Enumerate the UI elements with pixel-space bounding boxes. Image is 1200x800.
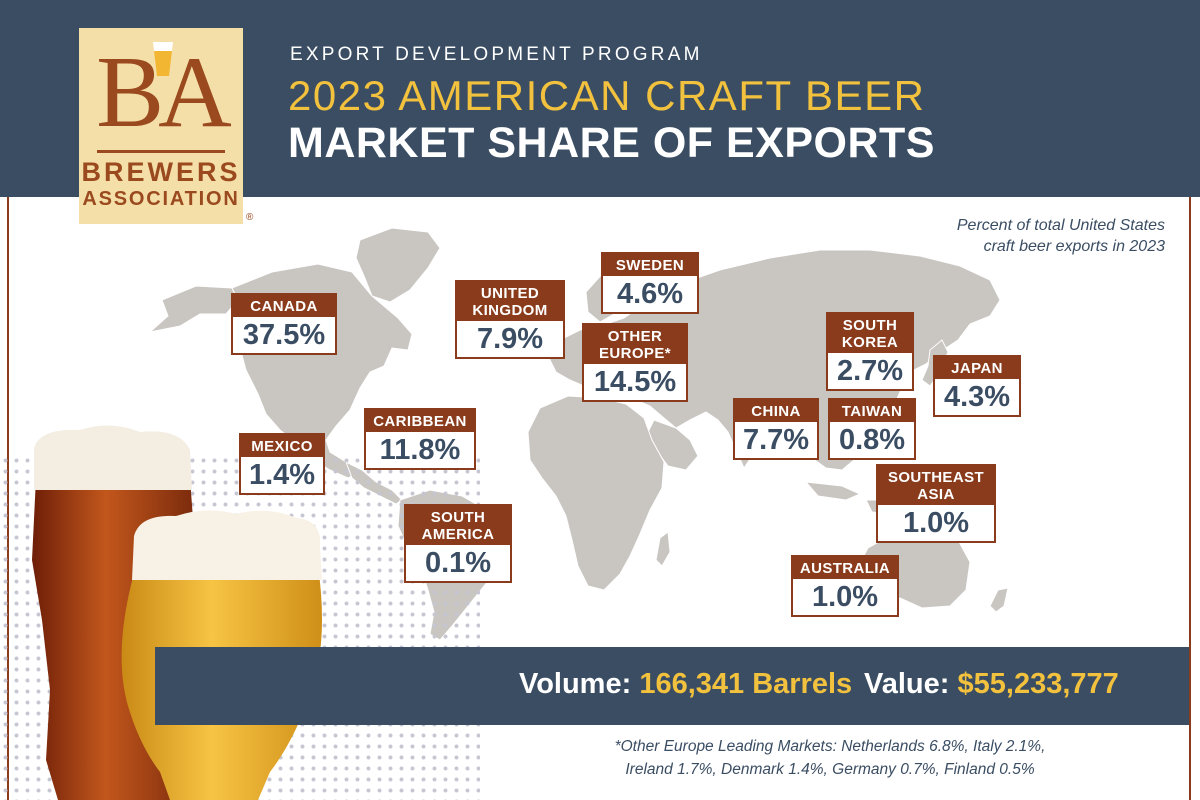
market-name: SOUTHEAST	[887, 469, 985, 486]
map-caption: Percent of total United States craft bee…	[865, 215, 1165, 257]
map-caption-line-1: Percent of total United States	[956, 217, 1165, 234]
value-amount: $55,233,777	[957, 668, 1119, 700]
market-share-value: 4.6%	[616, 278, 684, 310]
market-name: KOREA	[841, 334, 899, 351]
market-label: TAIWAN 0.8%	[828, 398, 916, 460]
stats-bar	[155, 647, 1189, 725]
beer-glass-icon	[153, 42, 173, 76]
madagascar-shape	[655, 531, 671, 567]
logo-word-brewers: BREWERS	[81, 157, 241, 187]
market-name: CHINA	[751, 403, 801, 420]
footnote-line-1: *Other Europe Leading Markets: Netherlan…	[614, 738, 1046, 755]
program-kicker: EXPORT DEVELOPMENT PROGRAM	[290, 44, 703, 65]
market-name: AMERICA	[421, 526, 495, 543]
market-share-value: 14.5%	[593, 366, 677, 398]
new-zealand-shape	[989, 587, 1009, 613]
market-name: CARIBBEAN	[373, 413, 467, 430]
logo-divider	[97, 150, 225, 153]
greenland-shape	[355, 227, 441, 303]
volume-label: Volume:	[519, 668, 632, 700]
market-name: OTHER	[607, 328, 663, 345]
market-label: SOUTHEAST ASIA 1.0%	[876, 464, 996, 543]
map-caption-line-2: craft beer exports in 2023	[983, 238, 1165, 255]
market-label: MEXICO 1.4%	[239, 433, 325, 495]
market-share-value: 1.0%	[811, 581, 879, 613]
market-label: UNITED KINGDOM 7.9%	[455, 280, 565, 359]
market-name: ASIA	[917, 486, 955, 503]
market-share-value: 7.7%	[742, 424, 810, 456]
market-name: SOUTH	[430, 509, 486, 526]
market-share-value: 7.9%	[476, 323, 544, 355]
alaska-shape	[148, 285, 239, 333]
footnote-line-2: Ireland 1.7%, Denmark 1.4%, Germany 0.7%…	[625, 761, 1035, 778]
volume-stat: Volume: 166,341 Barrels	[519, 668, 852, 701]
market-share-value: 0.1%	[424, 547, 492, 579]
africa-shape	[527, 395, 665, 591]
frame-right-rule	[1189, 197, 1191, 800]
market-share-value: 1.4%	[248, 459, 316, 491]
market-name: EUROPE*	[599, 345, 671, 362]
brewers-association-logo: BA BREWERS ASSOCIATION	[79, 28, 243, 224]
infographic-subtitle: MARKET SHARE OF EXPORTS	[288, 119, 935, 167]
market-label: OTHER EUROPE* 14.5%	[582, 323, 688, 402]
market-share-value: 4.3%	[943, 381, 1011, 413]
market-share-value: 11.8%	[379, 434, 461, 466]
market-name: CANADA	[250, 298, 318, 315]
market-share-value: 0.8%	[838, 424, 906, 456]
value-label: Value:	[864, 668, 950, 700]
value-stat: Value: $55,233,777	[864, 668, 1119, 701]
market-name: JAPAN	[951, 360, 1003, 377]
market-name: UNITED	[480, 285, 540, 302]
market-share-value: 1.0%	[902, 507, 970, 539]
market-label: CANADA 37.5%	[231, 293, 337, 355]
market-name: SWEDEN	[615, 257, 685, 274]
infographic-title: 2023 AMERICAN CRAFT BEER	[288, 72, 926, 119]
logo-word-association: ASSOCIATION	[82, 188, 240, 210]
market-label: CARIBBEAN 11.8%	[364, 408, 476, 470]
market-name: SOUTH	[842, 317, 898, 334]
market-name: AUSTRALIA	[799, 560, 891, 577]
volume-value: 166,341 Barrels	[639, 668, 853, 700]
market-share-value: 37.5%	[242, 319, 326, 351]
market-label: CHINA 7.7%	[733, 398, 819, 460]
market-label: SWEDEN 4.6%	[601, 252, 699, 314]
market-name: TAIWAN	[841, 403, 903, 420]
market-share-value: 2.7%	[836, 355, 904, 387]
market-label: JAPAN 4.3%	[933, 355, 1021, 417]
market-label: SOUTH KOREA 2.7%	[826, 312, 914, 391]
registered-mark: ®	[246, 212, 254, 223]
market-label: AUSTRALIA 1.0%	[791, 555, 899, 617]
market-label: SOUTH AMERICA 0.1%	[404, 504, 512, 583]
footnote: *Other Europe Leading Markets: Netherlan…	[470, 735, 1190, 781]
market-name: KINGDOM	[472, 302, 548, 319]
market-name: MEXICO	[251, 438, 313, 455]
